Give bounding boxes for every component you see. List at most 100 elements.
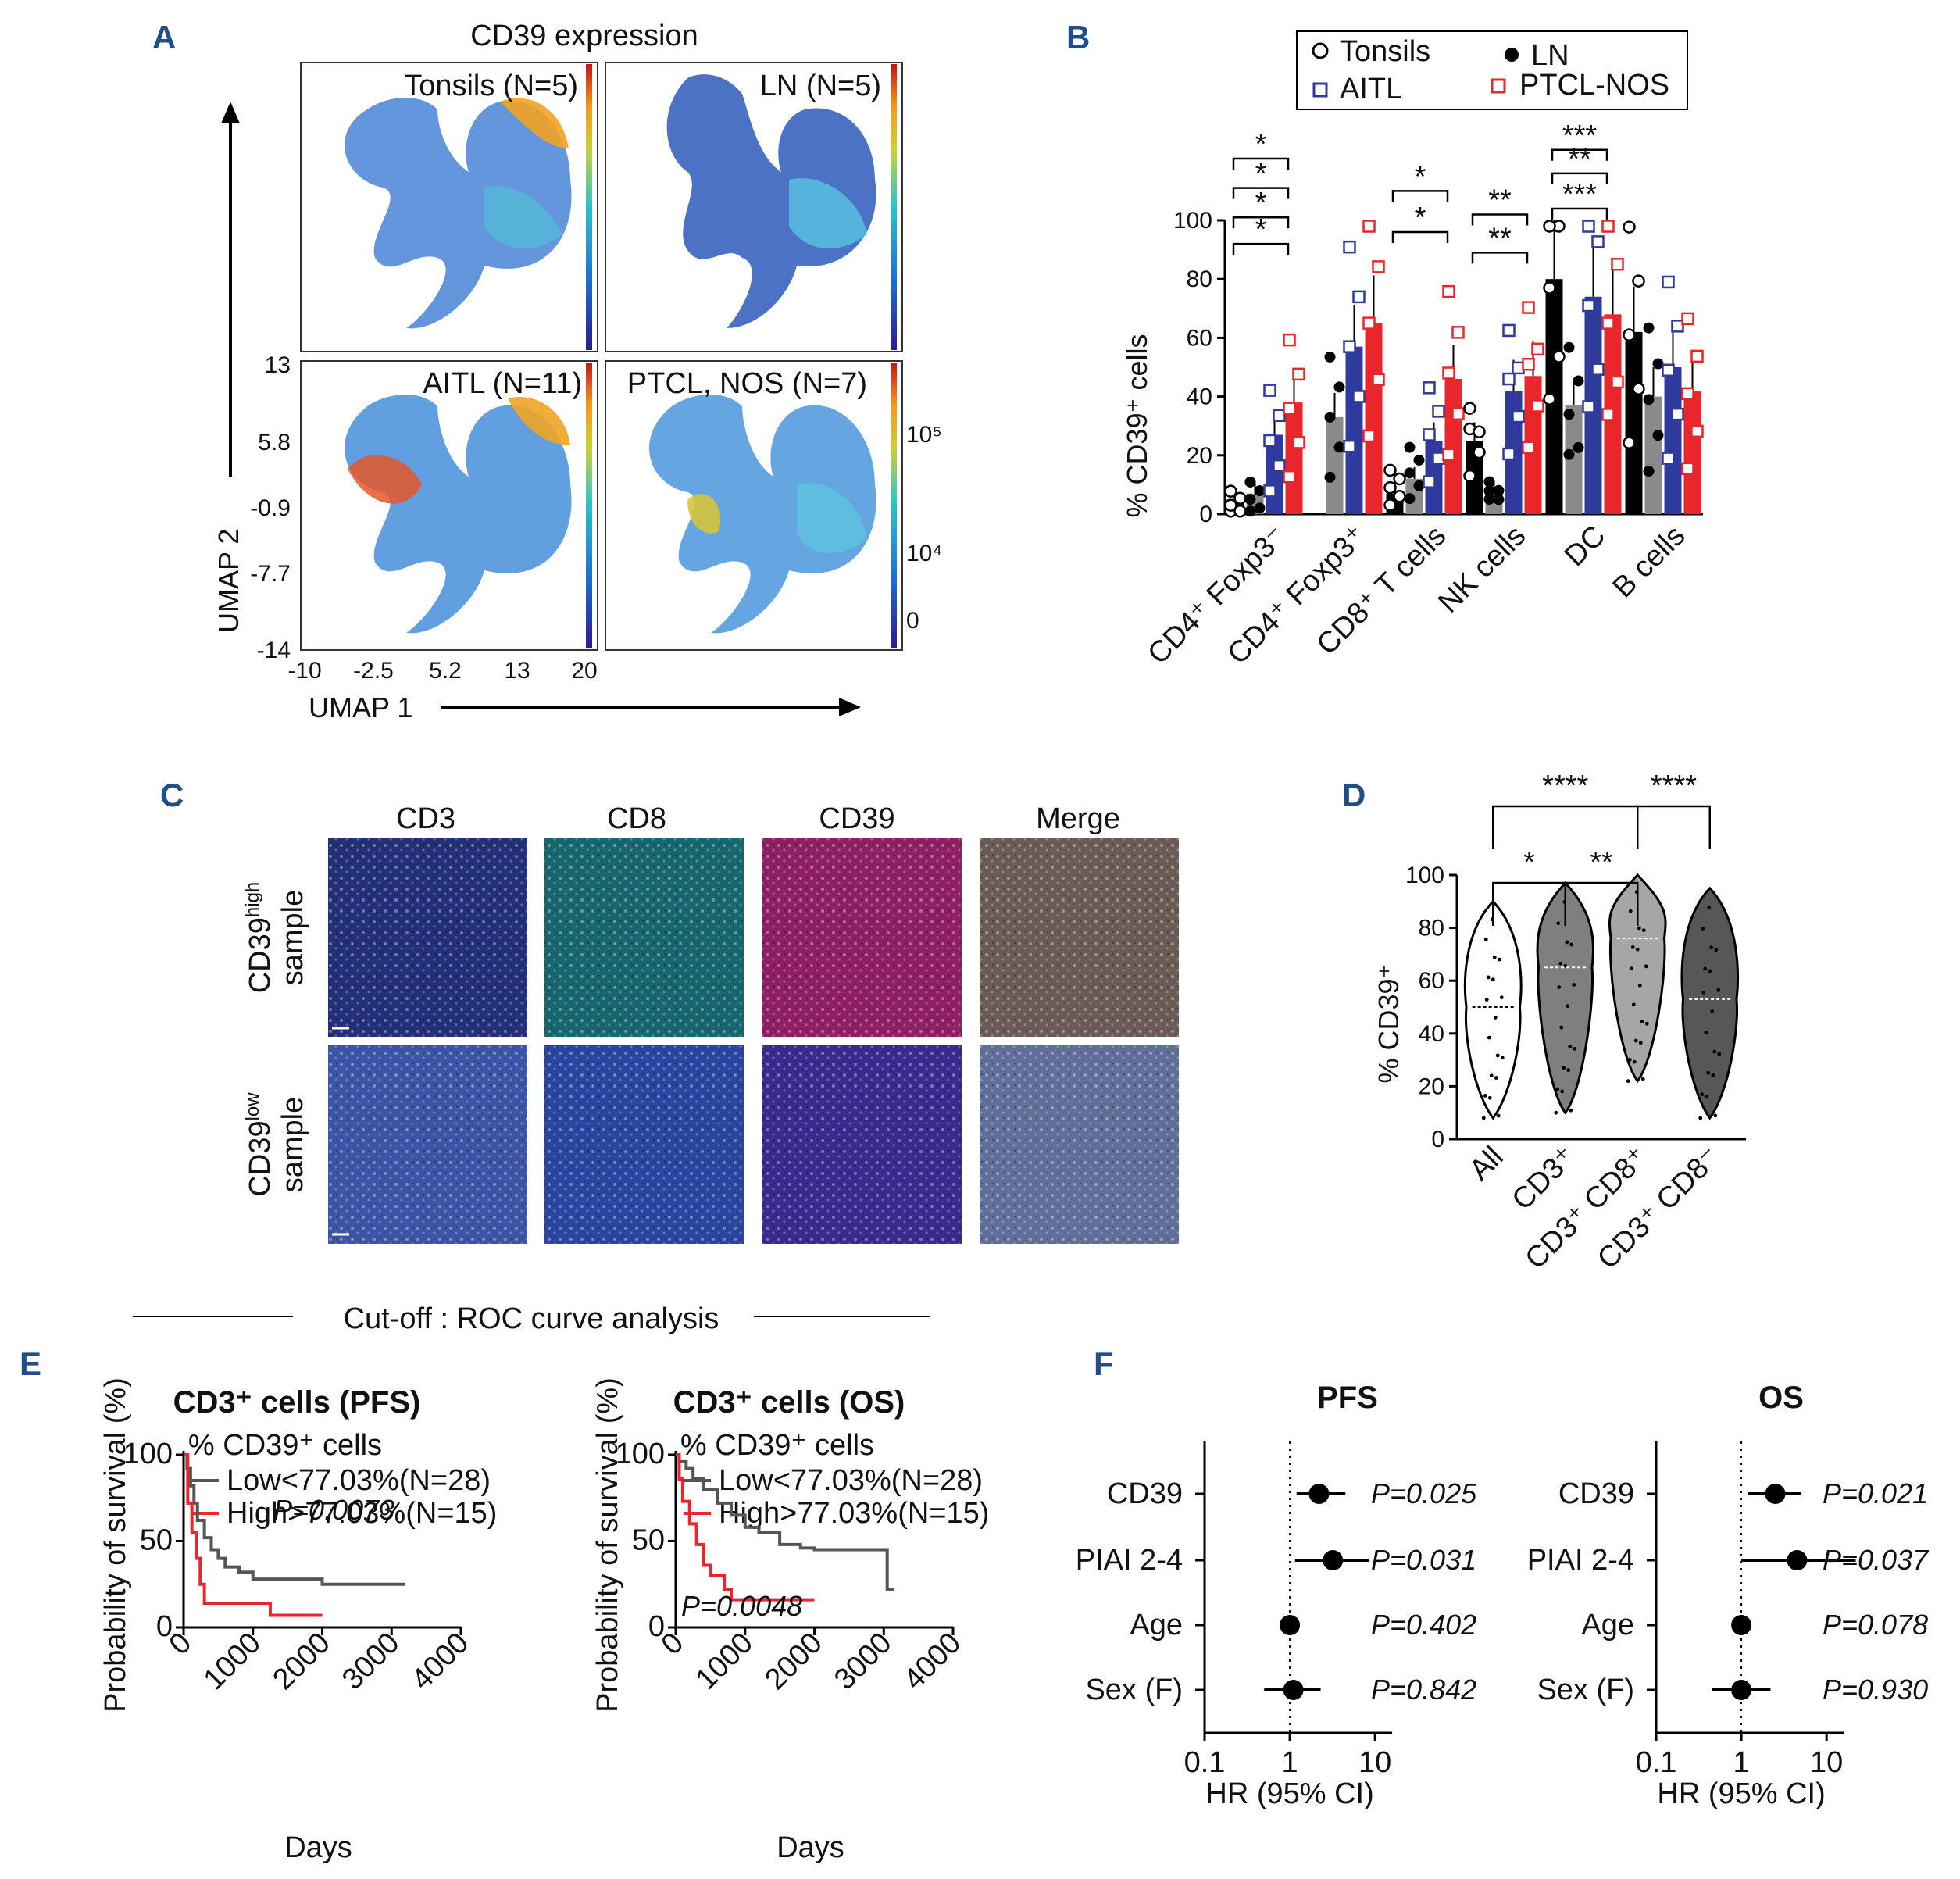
violin-point (1497, 957, 1501, 962)
umap-x-tick: -2.5 (353, 658, 394, 684)
point-ln (1493, 494, 1505, 505)
point-ptcl (1681, 312, 1694, 326)
violin-point (1717, 1052, 1722, 1056)
violin-point (1495, 1053, 1500, 1058)
point-ln (1244, 494, 1256, 505)
km-xlabel: Days (777, 1831, 844, 1864)
y-tick-label: 100 (123, 1438, 173, 1470)
row-label-low-sup: low (242, 1092, 263, 1121)
x-tick-label: 3000 (336, 1627, 405, 1696)
point-ln (1244, 476, 1256, 488)
violin-point (1569, 1108, 1573, 1113)
point-tonsils (1543, 281, 1556, 295)
bar-aitl (1345, 346, 1363, 514)
violin-point (1710, 1009, 1715, 1013)
significance-mark: **** (1542, 770, 1588, 802)
panel-a-label: A (152, 19, 176, 55)
y-tick-label: 60 (1187, 325, 1212, 351)
forest-row-label: CD39 (1558, 1477, 1634, 1510)
km-legend-high: High>77.03%(N=15) (719, 1497, 989, 1530)
km-curve-low (184, 1453, 405, 1586)
significance-mark: * (1255, 187, 1267, 220)
x-tick-label: 1000 (198, 1627, 267, 1696)
forest-charts-f: PFS 0.1 1 10 CD39 P=0.025 PIAI 2-4 P=0.031 Age P=… (1076, 1381, 1930, 1810)
y-tick-label: 100 (616, 1438, 665, 1470)
chart-d-ylabel: % CD39⁺ (1373, 963, 1405, 1083)
violin-point (1489, 1073, 1494, 1078)
km-ylabel: Probability of survival (%) (591, 1377, 624, 1713)
violin-point (1713, 1113, 1718, 1118)
point-aitl (1352, 290, 1366, 304)
significance-bracket (1492, 805, 1639, 849)
violin-point (1706, 1070, 1711, 1075)
violin-point (1566, 1068, 1571, 1073)
colorbar (891, 64, 897, 350)
row-label-high-name: CD39 (244, 917, 277, 993)
forest-title: OS (1758, 1381, 1804, 1415)
y-tick-label: 0 (1431, 1127, 1444, 1152)
forest-pvalue: P=0.037 (1823, 1544, 1930, 1576)
forest-pvalue: P=0.025 (1371, 1477, 1477, 1509)
point-aitl (1263, 384, 1276, 397)
violin-point (1627, 1058, 1632, 1062)
category-label: All (1463, 1141, 1510, 1188)
violin-point (1632, 1059, 1637, 1064)
y-tick-label: 40 (1419, 1021, 1444, 1047)
point-ptcl (1283, 402, 1296, 415)
violin-point (1707, 905, 1712, 909)
x-tick-label: 0.1 (1636, 1746, 1677, 1779)
point-ln (1404, 493, 1416, 505)
point-ptcl (1442, 284, 1455, 298)
significance-mark: ** (1488, 222, 1512, 255)
point-ln (1652, 430, 1664, 441)
panel-b-label: B (1066, 19, 1090, 55)
point-ptcl (1283, 470, 1296, 484)
point-tonsils (1383, 463, 1397, 477)
forest-row-label: Sex (F) (1085, 1674, 1183, 1706)
significance-bracket (1551, 172, 1608, 184)
violin-point (1711, 1073, 1715, 1077)
point-ptcl (1451, 407, 1465, 420)
point-ln (1563, 341, 1575, 353)
point-ptcl (1522, 301, 1535, 314)
umap-y-arrow (221, 102, 240, 477)
significance-bracket (1637, 805, 1711, 849)
umap-x-label: UMAP 1 (309, 691, 412, 723)
col-title-cd3: CD3 (396, 802, 455, 835)
y-tick-label: 0 (156, 1610, 173, 1643)
violin-point (1566, 1004, 1570, 1009)
umap-y-tick: -14 (257, 638, 291, 663)
violin-point (1493, 1015, 1498, 1020)
point-ln (1643, 322, 1655, 334)
km-legend-low: Low<77.03%(N=28) (227, 1464, 491, 1497)
point-ln (1413, 454, 1425, 466)
forest-point (1787, 1550, 1808, 1570)
significance-bracket (1551, 148, 1608, 161)
point-aitl (1582, 298, 1595, 313)
category-label: CD4⁺ Foxp3⁺ (1221, 520, 1373, 671)
violin-point (1558, 961, 1563, 966)
x-tick-label: 2000 (759, 1627, 828, 1696)
point-tonsils (1473, 425, 1486, 438)
forest-row-label: Age (1581, 1609, 1634, 1641)
y-tick-label: 50 (140, 1524, 173, 1557)
violin-point (1626, 1079, 1630, 1084)
forest-pvalue: P=0.930 (1823, 1674, 1928, 1706)
texture (544, 1045, 744, 1244)
violin-point (1487, 1095, 1492, 1100)
point-ptcl (1292, 436, 1305, 449)
violin-point (1569, 942, 1574, 947)
point-tonsils (1463, 402, 1476, 415)
point-aitl (1662, 363, 1675, 377)
point-tonsils (1383, 498, 1397, 512)
umap-y-tick: -0.9 (250, 495, 291, 521)
panel-a-title: CD39 expression (470, 20, 698, 52)
violin-0 (1463, 899, 1523, 1120)
violin-point (1640, 1077, 1645, 1081)
umap-x-tick: 20 (571, 658, 597, 684)
umap-cells-ln (666, 74, 876, 329)
roc-caption: Cut-off : ROC curve analysis (344, 1302, 719, 1335)
chart-b-ylabel: % CD39⁺ cells (1121, 334, 1153, 517)
significance-bracket (1471, 213, 1529, 226)
svg-text:CD39low: CD39low (242, 1092, 277, 1197)
